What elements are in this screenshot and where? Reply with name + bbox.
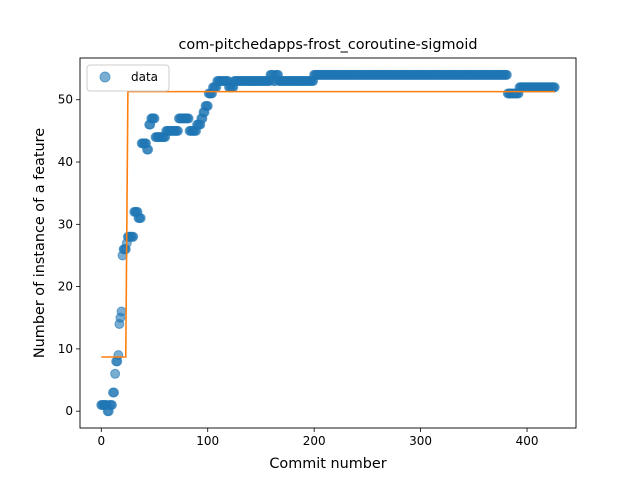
data-point (202, 100, 213, 111)
data-point (128, 231, 139, 242)
data-point (172, 125, 183, 136)
axes-frame (79, 57, 577, 429)
data-point (109, 387, 120, 398)
y-tick-label: 30 (58, 217, 73, 231)
data-point (113, 350, 124, 361)
data-point (110, 368, 121, 379)
plot-area: 0 100 200 300 400 0 10 20 30 40 50 (58, 57, 577, 448)
data-point (116, 306, 127, 317)
data-point (501, 69, 512, 80)
legend-label-data: data (131, 70, 158, 84)
y-tick-label: 40 (58, 155, 73, 169)
y-tick-label: 20 (58, 280, 73, 294)
fit-line (101, 90, 555, 358)
data-point (183, 113, 194, 124)
data-point (549, 82, 560, 93)
x-tick-label: 200 (303, 434, 326, 448)
data-point (143, 144, 154, 155)
x-tick-label: 0 (97, 434, 105, 448)
x-axis-label: Commit number (269, 456, 386, 472)
chart-title: com-pitchedapps-frost_coroutine-sigmoid (179, 37, 478, 53)
legend-marker-data (99, 71, 111, 83)
x-tick-label: 400 (516, 434, 539, 448)
x-tick-label: 100 (196, 434, 219, 448)
x-tick-label: 300 (409, 434, 432, 448)
marks-layer (96, 69, 560, 417)
legend: data (86, 64, 170, 92)
y-tick-label: 10 (58, 342, 73, 356)
legend-box (86, 64, 170, 92)
y-axis-ticks: 0 10 20 30 40 50 (58, 93, 80, 418)
data-point (106, 399, 117, 410)
data-point (149, 113, 160, 124)
y-tick-label: 0 (65, 404, 73, 418)
y-tick-label: 50 (58, 93, 73, 107)
data-point (135, 213, 146, 224)
x-axis-ticks: 0 100 200 300 400 (97, 428, 538, 448)
y-axis-label: Number of instance of a feature (32, 128, 48, 358)
